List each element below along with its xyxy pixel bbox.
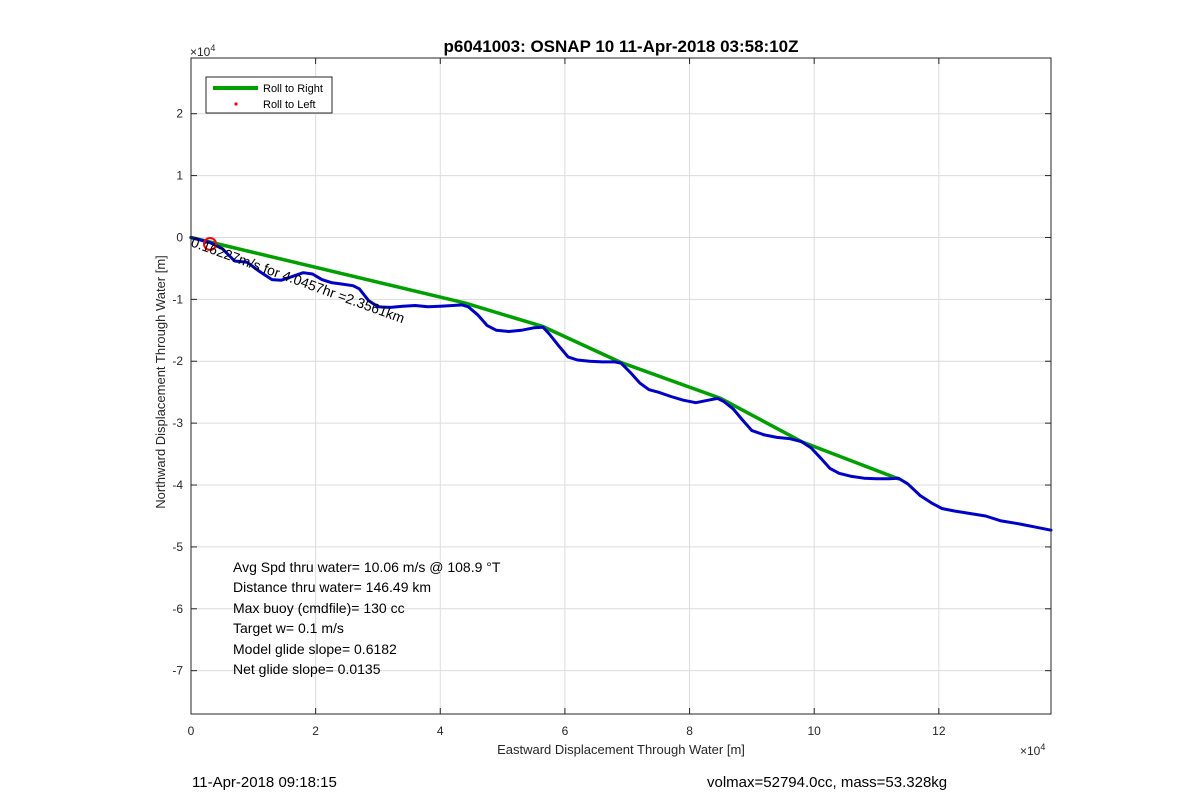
y-tick-label: -4 [172,478,183,492]
x-tick-label: 2 [312,724,319,738]
y-tick-label: 1 [176,169,183,183]
series-layer [189,235,1053,532]
stat-max-buoy: Max buoy (cmdfile)= 130 cc [233,600,405,616]
axes-box [190,57,1052,715]
x-tick-label: 10 [808,724,822,738]
y-tick-label: -6 [172,602,183,616]
y-tick-label: -1 [172,292,183,306]
x-tick-label: 6 [562,724,569,738]
legend-label-roll-right: Roll to Right [263,83,323,95]
legend-marker-roll-left [234,102,238,106]
stat-avg-speed: Avg Spd thru water= 10.06 m/s @ 108.9 °T [233,559,501,575]
legend: Roll to Right Roll to Left [205,76,333,114]
legend-label-roll-left: Roll to Left [263,99,316,111]
y-tick-label: 0 [176,230,183,244]
x-tick-label: 12 [932,724,946,738]
stat-net-glide: Net glide slope= 0.0135 [233,661,381,677]
y-tick-label: 2 [176,107,183,121]
footer-timestamp: 11-Apr-2018 09:18:15 [192,774,337,791]
x-tick-label: 8 [686,724,693,738]
y-tick-label: -3 [172,416,183,430]
stat-model-glide: Model glide slope= 0.6182 [233,641,397,657]
y-tick-label: -7 [172,664,183,678]
series-trajectory-line [189,236,1053,532]
stat-distance: Distance thru water= 146.49 km [233,579,431,595]
y-tick-label: -2 [172,354,183,368]
y-tick-label: -5 [172,540,183,554]
x-axis-label: Eastward Displacement Through Water [m] [497,742,745,757]
x-tick-label: 4 [437,724,444,738]
footer-vehicle-info: volmax=52794.0cc, mass=53.328kg [707,774,948,791]
x-tick-label: 0 [188,724,195,738]
y-axis-label: Northward Displacement Through Water [m] [153,255,168,509]
stats-block: Avg Spd thru water= 10.06 m/s @ 108.9 °T… [233,559,501,677]
stat-target-w: Target w= 0.1 m/s [233,620,344,636]
chart-title: p6041003: OSNAP 10 11-Apr-2018 03:58:10Z [444,37,799,56]
x-exponent-label: ×104 [1020,742,1045,758]
legend-box [205,76,333,114]
start-marker [203,237,217,251]
y-exponent-label: ×104 [190,43,215,59]
